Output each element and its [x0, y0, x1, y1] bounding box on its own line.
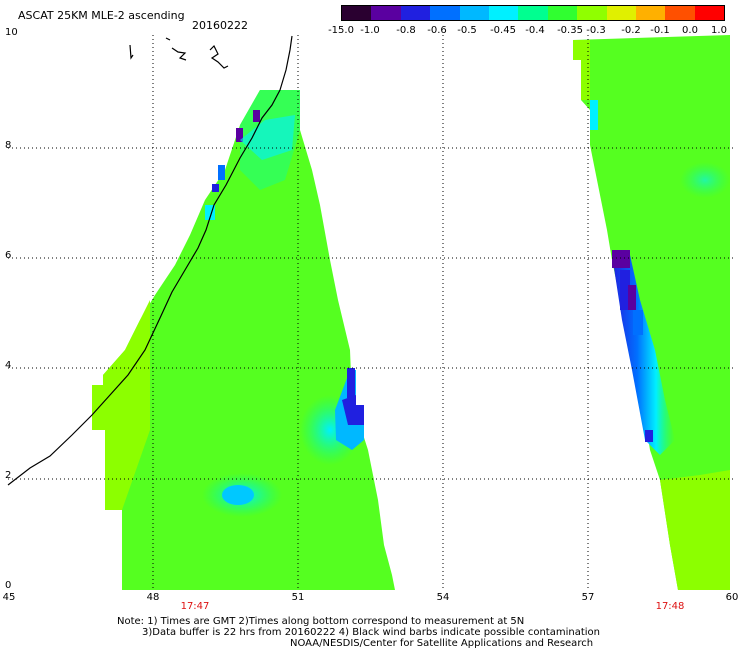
x-tick-label: 54	[436, 592, 450, 603]
colorbar-label: -0.35	[557, 25, 583, 36]
colorbar-swatch	[430, 6, 460, 20]
colorbar	[341, 5, 725, 21]
colorbar-label: 0.0	[682, 25, 698, 36]
y-tick-label: 2	[5, 470, 12, 481]
x-tick-label: 60	[725, 592, 739, 603]
colorbar-label: -0.6	[427, 25, 447, 36]
colorbar-label: -1.0	[360, 25, 380, 36]
colorbar-swatch	[400, 6, 431, 20]
note-line-2: 3)Data buffer is 22 hrs from 20160222 4)…	[142, 627, 600, 638]
colorbar-swatch	[606, 6, 636, 20]
map-date: 20160222	[192, 19, 248, 32]
colorbar-label: -0.5	[457, 25, 477, 36]
swath-time-left: 17:47	[180, 601, 210, 612]
colorbar-label: -0.3	[586, 25, 606, 36]
colorbar-label: -15.0	[328, 25, 354, 36]
y-tick-label: 6	[5, 250, 12, 261]
colorbar-swatch	[694, 6, 725, 20]
colorbar-label: -0.1	[650, 25, 670, 36]
right-swath	[573, 35, 730, 590]
y-tick-label: 4	[5, 360, 12, 371]
colorbar-label: 1.0	[711, 25, 727, 36]
island-cluster	[129, 37, 229, 69]
map-title: ASCAT 25KM MLE-2 ascending	[18, 9, 185, 22]
coastline	[7, 35, 293, 486]
colorbar-swatch	[635, 6, 666, 20]
x-tick-label: 45	[2, 592, 16, 603]
x-tick-label: 57	[581, 592, 595, 603]
colorbar-swatch	[488, 6, 519, 20]
colorbar-swatch	[342, 6, 372, 20]
colorbar-label: -0.2	[621, 25, 641, 36]
colorbar-swatch	[577, 6, 607, 20]
left-swath	[92, 90, 395, 590]
colorbar-swatch	[665, 6, 695, 20]
y-tick-label: 8	[5, 140, 12, 151]
colorbar-swatch	[371, 6, 401, 20]
note-line-3: NOAA/NESDIS/Center for Satellite Applica…	[290, 638, 594, 649]
colorbar-swatch	[459, 6, 489, 20]
x-tick-label: 51	[291, 592, 305, 603]
note-line-1: Note: 1) Times are GMT 2)Times along bot…	[117, 616, 525, 627]
x-tick-label: 48	[146, 592, 160, 603]
y-tick-label: 10	[5, 27, 18, 38]
colorbar-label: -0.45	[490, 25, 516, 36]
colorbar-label: -0.8	[396, 25, 416, 36]
colorbar-swatch	[547, 6, 578, 20]
colorbar-swatch	[518, 6, 548, 20]
colorbar-label: -0.4	[525, 25, 545, 36]
swath-time-right: 17:48	[655, 601, 685, 612]
grid	[8, 35, 733, 590]
y-tick-label: 0	[5, 580, 12, 591]
